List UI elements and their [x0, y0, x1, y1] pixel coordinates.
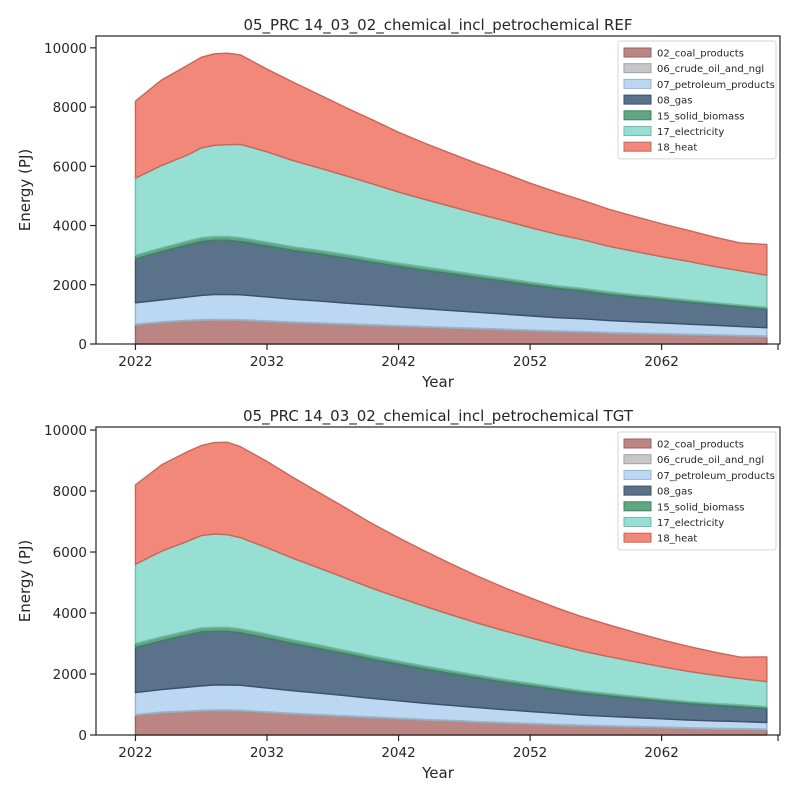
- legend-swatch-06_crude_oil_and_ngl: [623, 63, 652, 74]
- legend-label-17_electricity: 17_electricity: [657, 127, 724, 138]
- legend-swatch-06_crude_oil_and_ngl: [623, 454, 652, 465]
- legend-label-17_electricity: 17_electricity: [657, 518, 724, 529]
- y-tick-label: 2000: [53, 667, 87, 683]
- legend-box: [617, 431, 777, 551]
- legend-label-15_solid_biomass: 15_solid_biomass: [657, 111, 745, 122]
- y-tick-label: 0: [78, 728, 87, 744]
- legend-swatch-08_gas: [623, 485, 652, 496]
- y-tick-label: 6000: [53, 545, 87, 561]
- chart-title: 05_PRC 14_03_02_chemical_incl_petrochemi…: [243, 16, 632, 35]
- y-tick-label: 4000: [53, 219, 87, 235]
- y-tick-label: 8000: [53, 484, 87, 500]
- legend-label-07_petroleum_products: 07_petroleum_products: [657, 471, 775, 482]
- x-tick-label: 2042: [381, 354, 415, 370]
- legend-swatch-15_solid_biomass: [623, 501, 652, 512]
- legend-label-02_coal_products: 02_coal_products: [657, 440, 744, 451]
- y-tick-label: 8000: [53, 100, 87, 116]
- legend: 02_coal_products 06_crude_oil_and_ngl 07_p…: [617, 40, 777, 160]
- legend-label-18_heat: 18_heat: [657, 534, 697, 545]
- legend: 02_coal_products 06_crude_oil_and_ngl 07_p…: [617, 431, 777, 551]
- legend-label-15_solid_biomass: 15_solid_biomass: [657, 502, 745, 513]
- x-tick-label: 2022: [118, 354, 152, 370]
- legend-swatch-15_solid_biomass: [623, 110, 652, 121]
- chart-panel-1: 0 2000 4000 6000 8000 10000 2022 2032 2042 2052 20…: [16, 16, 781, 391]
- area-series-18_heat: [134, 52, 768, 276]
- legend-swatch-07_petroleum_products: [623, 469, 652, 480]
- legend-label-18_heat: 18_heat: [657, 143, 697, 154]
- x-tick-label: 2062: [644, 354, 678, 370]
- legend-box: [617, 40, 777, 160]
- x-tick-label: 2062: [644, 745, 678, 761]
- legend-label-02_coal_products: 02_coal_products: [657, 49, 744, 60]
- legend-swatch-17_electricity: [623, 517, 652, 527]
- y-tick-label: 6000: [53, 159, 87, 175]
- legend-label-06_crude_oil_and_ngl: 06_crude_oil_and_ngl: [657, 455, 764, 466]
- legend-swatch-17_electricity: [623, 126, 652, 136]
- legend-swatch-18_heat: [623, 532, 652, 543]
- legend-swatch-07_petroleum_products: [623, 78, 652, 89]
- legend-swatch-08_gas: [623, 94, 652, 105]
- legend-swatch-02_coal_products: [623, 438, 652, 449]
- legend-swatch-18_heat: [623, 141, 652, 152]
- legend-label-08_gas: 08_gas: [657, 96, 692, 107]
- x-tick-label: 2052: [513, 354, 547, 370]
- x-tick-label: 2022: [118, 745, 152, 761]
- plot-frame: [95, 35, 781, 345]
- legend-label-07_petroleum_products: 07_petroleum_products: [657, 80, 775, 91]
- y-tick-label: 2000: [53, 278, 87, 294]
- y-tick-label: 4000: [53, 606, 87, 622]
- legend-label-06_crude_oil_and_ngl: 06_crude_oil_and_ngl: [657, 64, 764, 75]
- x-tick-label: 2052: [513, 745, 547, 761]
- x-axis-label: Year: [421, 373, 455, 391]
- legend-label-08_gas: 08_gas: [657, 487, 692, 498]
- plot-frame: [95, 426, 781, 736]
- x-axis-label: Year: [421, 764, 455, 782]
- legend-swatch-02_coal_products: [623, 47, 652, 58]
- x-tick-label: 2042: [381, 745, 415, 761]
- x-tick-label: 2032: [250, 745, 284, 761]
- x-tick-label: 2032: [250, 354, 284, 370]
- y-axis-label: Energy (PJ): [16, 540, 34, 622]
- chart-panel-2: 0 2000 4000 6000 8000 10000 2022 2032 2042 2052 20…: [16, 407, 781, 782]
- y-tick-label: 0: [78, 337, 87, 353]
- y-axis-label: Energy (PJ): [16, 149, 34, 231]
- chart-title: 05_PRC 14_03_02_chemical_incl_petrochemi…: [243, 407, 634, 426]
- area-series-18_heat: [134, 441, 768, 683]
- y-tick-label: 10000: [44, 423, 87, 439]
- y-tick-label: 10000: [44, 41, 87, 57]
